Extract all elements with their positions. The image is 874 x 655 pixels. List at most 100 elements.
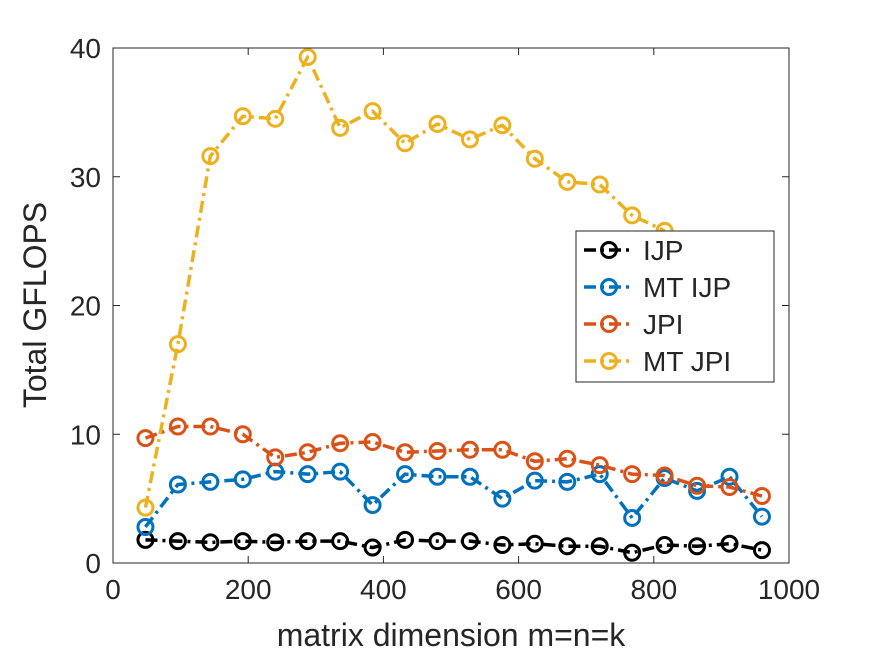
data-point [266,448,285,467]
data-point [590,465,609,484]
data-point [233,107,252,126]
y-tick-label: 40 [70,33,101,64]
data-point [493,116,512,135]
legend-swatch-marker [600,278,618,296]
y-tick-label: 20 [70,291,101,322]
data-point [623,508,642,527]
tick-layer: 0 200 400 600 800 1000 0 10 20 30 40 [70,33,820,605]
data-point [233,425,252,444]
data-point [396,134,415,153]
data-point [298,532,317,551]
data-point [136,429,155,448]
data-point [460,532,479,551]
data-point [363,496,382,515]
data-point [428,532,447,551]
data-point [201,533,220,552]
data-point [493,440,512,459]
legend-swatch-marker [600,241,618,259]
legend-item-jpi: JPI [584,309,683,340]
y-tick-label: 10 [70,419,101,450]
data-point [525,534,544,553]
data-point [493,489,512,508]
y-tick-label: 0 [85,548,101,579]
data-point [752,507,771,526]
x-tick-label: 800 [630,574,677,605]
data-point [363,102,382,121]
series-ijp [136,530,771,562]
data-point [558,449,577,468]
data-point [363,432,382,451]
data-point [168,475,187,494]
legend-label: MT IJP [643,272,731,303]
data-point [396,443,415,462]
series-mt-jpi [136,48,674,517]
x-axis-label: matrix dimension m=n=k [277,617,627,653]
series-line-ijp [145,538,763,555]
x-tick-label: 0 [105,574,121,605]
data-point [460,130,479,149]
data-point [331,532,350,551]
data-point [331,434,350,453]
data-point [655,535,674,554]
data-point [493,535,512,554]
data-point [655,466,674,485]
x-tick-label: 1000 [758,574,820,605]
data-point [623,465,642,484]
legend-label: IJP [643,235,683,266]
data-point [590,175,609,194]
data-point [136,498,155,517]
legend-swatch-marker [600,352,618,370]
data-point [201,147,220,166]
x-tick-label: 200 [225,574,272,605]
data-point [266,109,285,128]
data-point [688,537,707,556]
data-point [266,533,285,552]
legend: IJP MT IJP JPI MT JPI [575,230,775,383]
y-tick-label: 30 [70,162,101,193]
series-line-mt-jpi [143,55,666,508]
data-point [720,534,739,553]
data-point [752,541,771,560]
data-point [136,530,155,549]
series-jpi [136,417,771,506]
data-point [428,441,447,460]
data-point [331,118,350,137]
data-point [525,149,544,168]
series-mt-ijp [136,462,771,536]
data-point [201,472,220,491]
data-point [428,114,447,133]
data-point [201,417,220,436]
data-point [298,465,317,484]
data-point [590,537,609,556]
data-point [396,530,415,549]
data-point [233,532,252,551]
data-point [558,537,577,556]
legend-item-mt-ijp: MT IJP [584,272,731,303]
data-point [298,48,317,67]
x-tick-label: 600 [495,574,542,605]
data-point [590,456,609,475]
legend-label: JPI [643,309,683,340]
data-point [460,467,479,486]
data-point [168,417,187,436]
data-point [558,472,577,491]
data-point [558,172,577,191]
legend-label: MT JPI [643,346,731,377]
x-tick-label: 400 [360,574,407,605]
data-point [720,478,739,497]
legend-swatch-marker [600,315,618,333]
data-point [623,206,642,225]
data-point [688,476,707,495]
data-point [428,467,447,486]
data-point [460,440,479,459]
series-layer [136,48,771,562]
data-point [525,452,544,471]
legend-item-mt-jpi: MT JPI [584,346,731,377]
data-point [331,462,350,481]
legend-item-ijp: IJP [584,235,683,266]
data-point [752,487,771,506]
data-point [396,465,415,484]
data-point [363,538,382,557]
series-line-mt-ijp [144,469,764,529]
